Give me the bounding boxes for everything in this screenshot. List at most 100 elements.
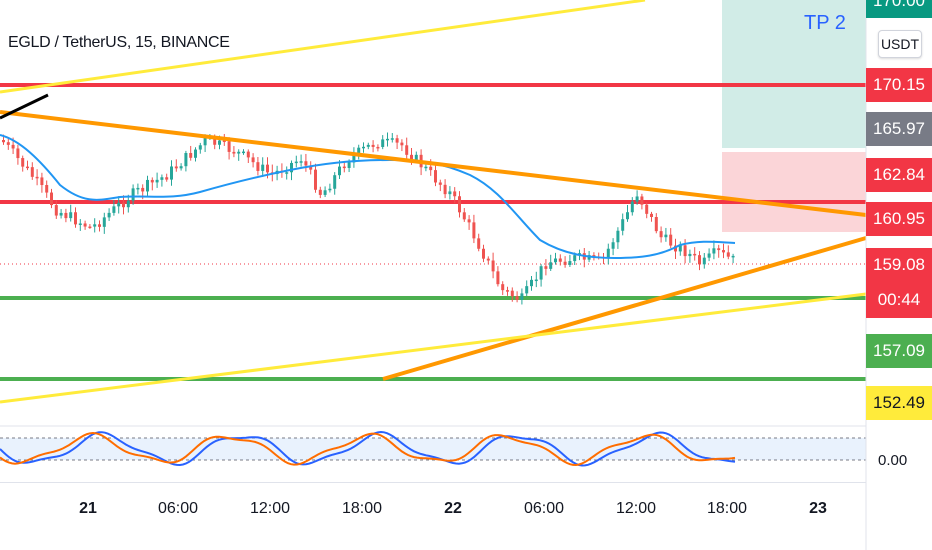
candle-body: [424, 166, 428, 169]
candle-body: [35, 176, 39, 179]
candle-body: [194, 149, 197, 158]
candle-body: [664, 234, 668, 238]
candle-body: [621, 219, 625, 231]
candle-body: [515, 296, 519, 300]
candle-body: [458, 196, 461, 213]
candle-body: [189, 153, 193, 158]
candle-body: [160, 177, 164, 180]
candle-body: [26, 166, 29, 169]
candle-body: [539, 266, 543, 280]
price-label-support: 157.09: [866, 334, 932, 368]
candle-body: [645, 204, 649, 214]
candle-body: [477, 238, 481, 249]
candle-body: [59, 212, 63, 216]
candle-body: [659, 231, 663, 238]
candle-body: [78, 223, 82, 225]
time-axis-separator: [0, 482, 866, 483]
candle-body: [549, 262, 553, 269]
candle-body: [390, 138, 394, 140]
candle-body: [213, 136, 217, 145]
candle-body: [678, 245, 682, 252]
oscillator-band: [0, 438, 866, 460]
price-label-last: 159.08: [866, 248, 932, 282]
candle-body: [126, 200, 130, 208]
candle-body: [510, 290, 514, 297]
candle-body: [506, 290, 509, 292]
candle-body: [2, 140, 5, 143]
candle-body: [472, 222, 476, 239]
time-tick: 21: [79, 500, 97, 517]
candle-body: [74, 212, 77, 225]
candle-body: [64, 212, 68, 219]
candle-body: [626, 212, 629, 220]
candle-body: [467, 219, 471, 223]
candle-body: [112, 206, 116, 213]
candle-body: [50, 192, 53, 206]
candle-body: [414, 154, 418, 161]
candle-body: [530, 279, 533, 287]
price-label-lower-support: 152.49: [866, 386, 932, 420]
candle-body: [606, 248, 610, 258]
candle-body: [640, 196, 644, 205]
candle-body: [534, 279, 538, 282]
candle-body: [702, 257, 706, 265]
candle-body: [218, 140, 221, 145]
candle-body: [11, 144, 15, 149]
candle-body: [21, 158, 25, 167]
candle-body: [155, 179, 159, 183]
candle-body: [136, 187, 140, 190]
descending-trendline: [0, 110, 867, 217]
candle-body: [630, 201, 634, 213]
time-tick: 18:00: [706, 500, 748, 517]
candle-body: [693, 253, 697, 256]
candle-body: [448, 191, 452, 195]
time-tick: 06:00: [157, 500, 199, 517]
bar-countdown: 00:44: [866, 282, 932, 318]
candle-body: [357, 147, 361, 155]
candle-body: [40, 177, 44, 186]
moving-average-line: [0, 134, 736, 260]
candle-body: [352, 154, 356, 163]
candle-body: [309, 165, 313, 170]
candle-body: [290, 162, 293, 173]
candle-body: [88, 226, 92, 229]
candle-body: [170, 166, 173, 180]
candle-body: [45, 185, 49, 193]
candle-body: [611, 242, 615, 249]
candle-body: [198, 145, 202, 150]
candle-body: [30, 167, 34, 177]
candle-body: [712, 248, 716, 254]
time-tick: 12:00: [615, 500, 657, 517]
candle-body: [683, 245, 687, 257]
candle-body: [117, 202, 121, 207]
candle-body: [227, 141, 231, 152]
candle-body: [726, 252, 730, 257]
candle-body: [150, 179, 154, 183]
candle-body: [242, 151, 245, 154]
currency-button[interactable]: USDT: [878, 30, 922, 58]
candle-body: [304, 161, 308, 166]
candle-body: [707, 253, 711, 258]
candle-body: [482, 248, 485, 259]
candle-body: [232, 151, 236, 154]
time-tick: 12:00: [249, 500, 291, 517]
time-tick: 22: [444, 500, 462, 517]
price-label-stop: 162.84: [866, 158, 932, 192]
candle-body: [314, 169, 317, 190]
candle-body: [338, 166, 341, 176]
candle-body: [635, 196, 639, 202]
price-label-tp2: 170.00: [866, 0, 932, 18]
candle-body: [520, 293, 524, 300]
candle-body: [386, 138, 389, 141]
candle-body: [146, 179, 149, 192]
candle-body: [107, 212, 111, 218]
candle-body: [122, 202, 125, 208]
candle-body: [486, 258, 490, 261]
candle-body: [568, 261, 572, 265]
ascending-trendline-inner: [382, 236, 867, 381]
candle-body: [674, 245, 677, 252]
candle-body: [410, 154, 413, 161]
ascending-channel-lower: [0, 292, 867, 404]
candle-body: [318, 189, 322, 195]
